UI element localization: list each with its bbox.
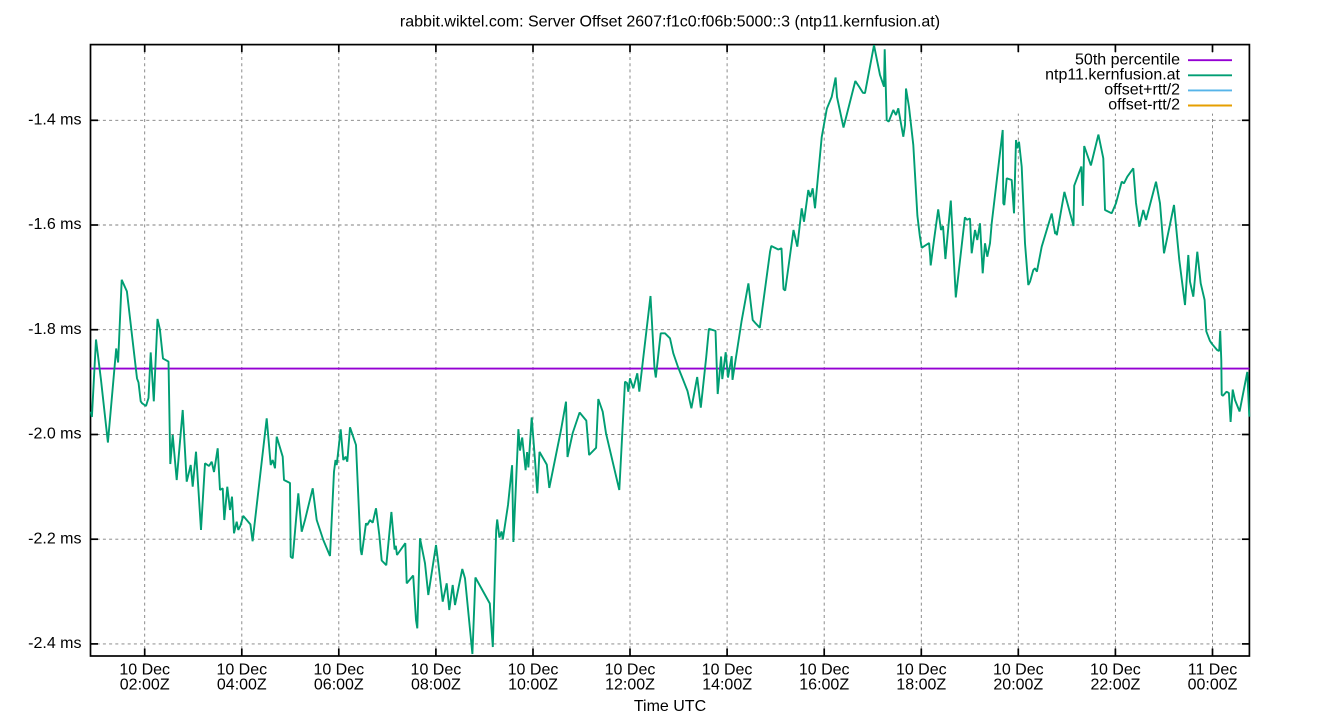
svg-text:-1.6 ms: -1.6 ms (28, 216, 81, 233)
svg-text:18:00Z: 18:00Z (896, 677, 946, 694)
svg-text:10 Dec: 10 Dec (1090, 662, 1141, 679)
svg-text:10 Dec: 10 Dec (411, 662, 462, 679)
svg-text:11 Dec: 11 Dec (1188, 662, 1238, 679)
svg-text:offset+rtt/2: offset+rtt/2 (1104, 82, 1180, 99)
svg-text:02:00Z: 02:00Z (120, 677, 170, 694)
svg-text:10 Dec: 10 Dec (993, 662, 1044, 679)
svg-text:10:00Z: 10:00Z (508, 677, 558, 694)
svg-text:16:00Z: 16:00Z (799, 677, 849, 694)
svg-text:Time UTC: Time UTC (634, 698, 706, 715)
svg-text:-2.2 ms: -2.2 ms (28, 530, 81, 547)
svg-text:10 Dec: 10 Dec (119, 662, 170, 679)
svg-text:-1.8 ms: -1.8 ms (28, 321, 81, 338)
svg-text:10 Dec: 10 Dec (508, 662, 559, 679)
svg-text:offset-rtt/2: offset-rtt/2 (1108, 97, 1180, 114)
svg-text:-2.4 ms: -2.4 ms (28, 635, 81, 652)
svg-text:10 Dec: 10 Dec (216, 662, 267, 679)
svg-text:10 Dec: 10 Dec (702, 662, 753, 679)
svg-text:14:00Z: 14:00Z (702, 677, 752, 694)
svg-text:04:00Z: 04:00Z (217, 677, 267, 694)
svg-text:10 Dec: 10 Dec (799, 662, 850, 679)
svg-text:ntp11.kernfusion.at: ntp11.kernfusion.at (1045, 66, 1180, 83)
svg-text:12:00Z: 12:00Z (605, 677, 655, 694)
svg-text:10 Dec: 10 Dec (896, 662, 947, 679)
svg-text:10 Dec: 10 Dec (605, 662, 656, 679)
svg-text:50th percentile: 50th percentile (1075, 51, 1180, 68)
svg-text:06:00Z: 06:00Z (314, 677, 364, 694)
svg-text:00:00Z: 00:00Z (1188, 677, 1238, 694)
svg-text:rabbit.wiktel.com: Server Offs: rabbit.wiktel.com: Server Offset 2607:f1… (400, 14, 940, 31)
svg-text:10 Dec: 10 Dec (313, 662, 364, 679)
svg-text:20:00Z: 20:00Z (993, 677, 1043, 694)
svg-text:-1.4 ms: -1.4 ms (28, 111, 81, 128)
svg-text:08:00Z: 08:00Z (411, 677, 461, 694)
svg-text:-2.0 ms: -2.0 ms (28, 426, 81, 443)
svg-text:22:00Z: 22:00Z (1090, 677, 1140, 694)
